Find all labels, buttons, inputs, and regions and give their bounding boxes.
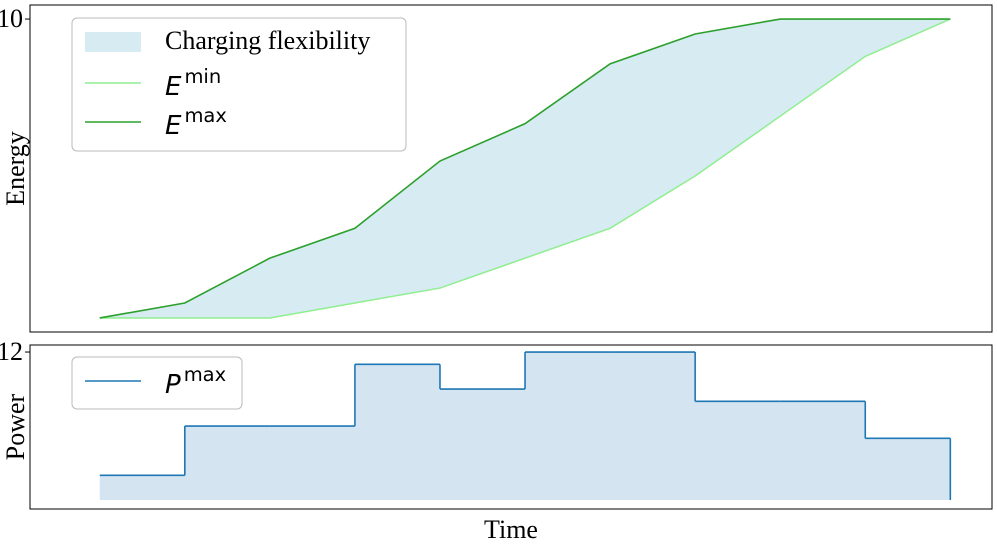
label-base: E [165,111,182,141]
legend-swatch [85,32,141,52]
axes-frame [29,4,993,333]
legend-label: Charging flexibility [165,26,370,55]
y-tick-label: 12 [0,337,23,366]
y-axis-label: Power [1,393,30,460]
energy-line [99,18,951,319]
axes-frame [29,344,993,510]
label-sup: min [184,65,221,88]
label-base: E [165,72,182,102]
legend-frame [71,356,243,410]
y-axis-label: Energy [1,131,30,206]
legend-frame [71,17,407,152]
label-sup: max [184,363,227,386]
y-tick-label: 10 [0,4,23,33]
x-axis-label: Time [484,515,538,544]
power-area [99,352,951,500]
label-base: P [165,370,181,400]
label-sup: max [184,104,227,127]
energy-line [99,18,951,319]
